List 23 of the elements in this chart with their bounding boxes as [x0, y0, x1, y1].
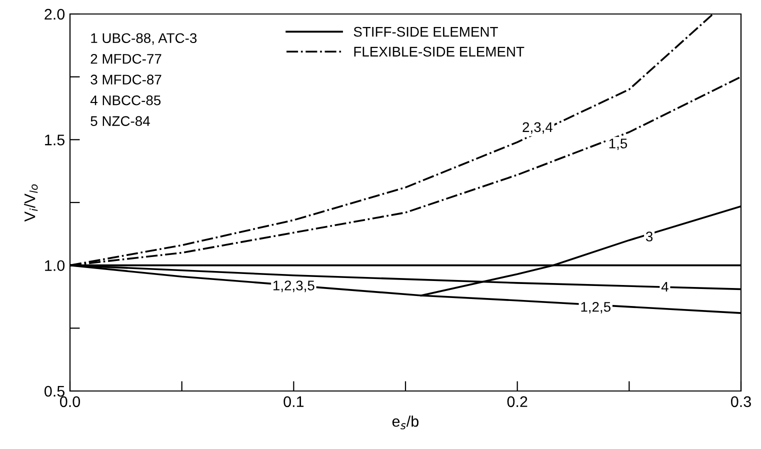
- annotation: 2 MFDC-77: [90, 54, 162, 64]
- legend-label: FLEXIBLE-SIDE ELEMENT: [354, 46, 524, 57]
- annotation: 3: [646, 232, 653, 242]
- annotation: 1,2,5: [581, 302, 610, 314]
- x-tick-label: 0.0: [60, 396, 80, 408]
- annotation: 4 NBCC-85: [90, 95, 161, 106]
- annotation: 5 NZC-84: [90, 116, 150, 126]
- annotation: 3 MFDC-87: [90, 74, 162, 85]
- annotation: 1,2,3,5: [273, 280, 314, 292]
- annotation: 2,3,4: [522, 122, 553, 134]
- x-tick-label: 0.3: [730, 396, 751, 408]
- annotation: 1,5: [609, 138, 628, 150]
- x-tick-label: 0.1: [284, 396, 304, 408]
- y-tick-label: 0.5: [44, 386, 64, 397]
- x-axis-title: e$_{s}$/b: [392, 416, 418, 430]
- y-tick-label: 1.0: [45, 260, 65, 272]
- y-tick-label: 1.5: [45, 134, 64, 146]
- annotation: 4: [661, 282, 668, 292]
- x-tick-label: 0.2: [507, 396, 528, 408]
- legend-label: STIFF-SIDE ELEMENT: [354, 26, 498, 37]
- annotation: 1 UBC-88, ATC-3: [91, 33, 197, 45]
- y-tick-label: 2.0: [44, 8, 65, 20]
- y-axis-title: V$_{i}$/V$_{lo}$: [24, 184, 38, 222]
